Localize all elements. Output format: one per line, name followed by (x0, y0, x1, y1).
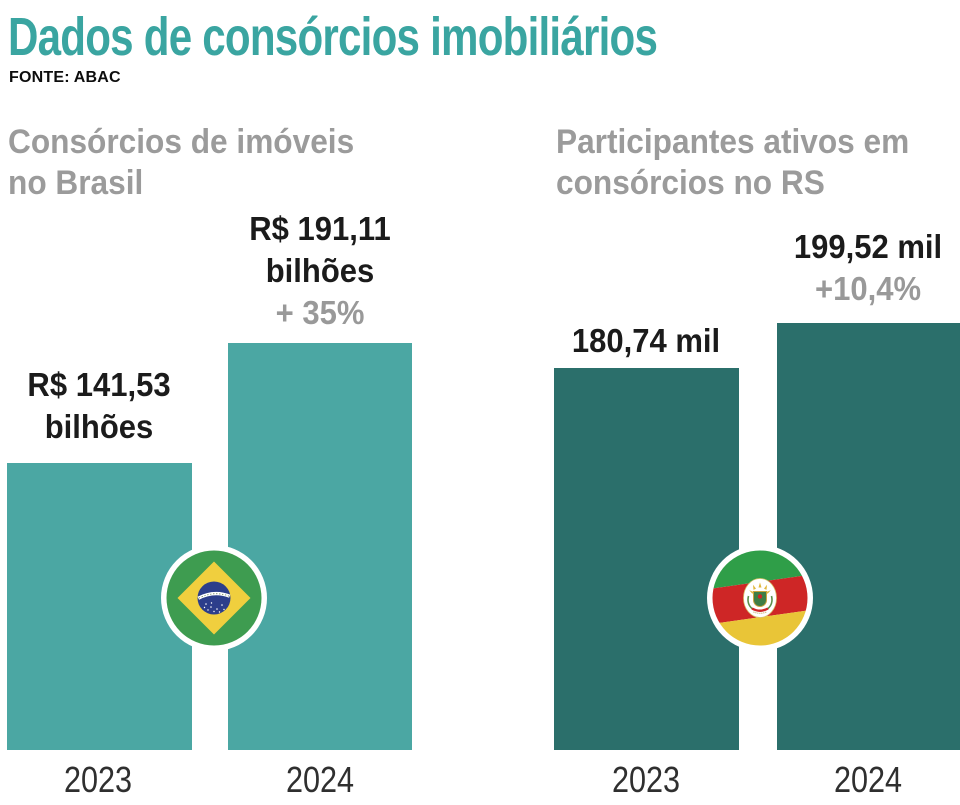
value-label-rs-2023: 180,74 mil (572, 320, 720, 362)
chart-title-rs-line2: consórcios no RS (556, 164, 825, 202)
value-label-brasil-2023: R$ 141,53 bilhões (27, 364, 170, 448)
axis-label-brasil-2024: 2024 (285, 759, 355, 800)
bar-rs-2024 (777, 323, 960, 750)
axis-label-brasil-2023: 2023 (63, 759, 133, 800)
value-label-rs-2024: 199,52 mil +10,4% (794, 226, 942, 310)
bar-brasil-2024 (228, 343, 412, 750)
bar-rs-2023 (554, 368, 739, 750)
rs-coat-of-arms (747, 582, 773, 614)
chart-title-brasil-line2: no Brasil (8, 164, 144, 202)
rio-grande-do-sul-flag-icon (707, 545, 813, 651)
chart-title-brasil-line1: Consórcios de imóveis (8, 123, 355, 161)
axis-label-rs-2023: 2023 (611, 759, 681, 800)
brazil-flag-icon (161, 545, 267, 651)
value-brasil-2023-line1: R$ 141,53 (27, 366, 171, 403)
axis-label-rs-2024: 2024 (833, 759, 903, 800)
value-brasil-2024-line1: R$ 191,11 (249, 210, 391, 247)
value-label-brasil-2024: R$ 191,11 bilhões + 35% (249, 208, 390, 334)
value-rs-2024-line1: 199,52 mil (793, 228, 943, 265)
chart-title-rs: Participantes ativos em consórcios no RS (556, 122, 909, 204)
value-rs-2023-line1: 180,74 mil (571, 322, 721, 359)
chart-title-rs-line1: Participantes ativos em (556, 123, 910, 161)
value-brasil-2024-line2: bilhões (265, 252, 375, 289)
growth-percent-brasil: + 35% (275, 294, 365, 331)
value-brasil-2023-line2: bilhões (44, 408, 154, 445)
page-title: Dados de consórcios imobiliários (8, 7, 658, 67)
growth-percent-rs: +10,4% (814, 270, 922, 307)
chart-title-brasil: Consórcios de imóveis no Brasil (8, 122, 354, 204)
source-note: FONTE: ABAC (9, 69, 121, 86)
bar-brasil-2023 (7, 463, 192, 750)
